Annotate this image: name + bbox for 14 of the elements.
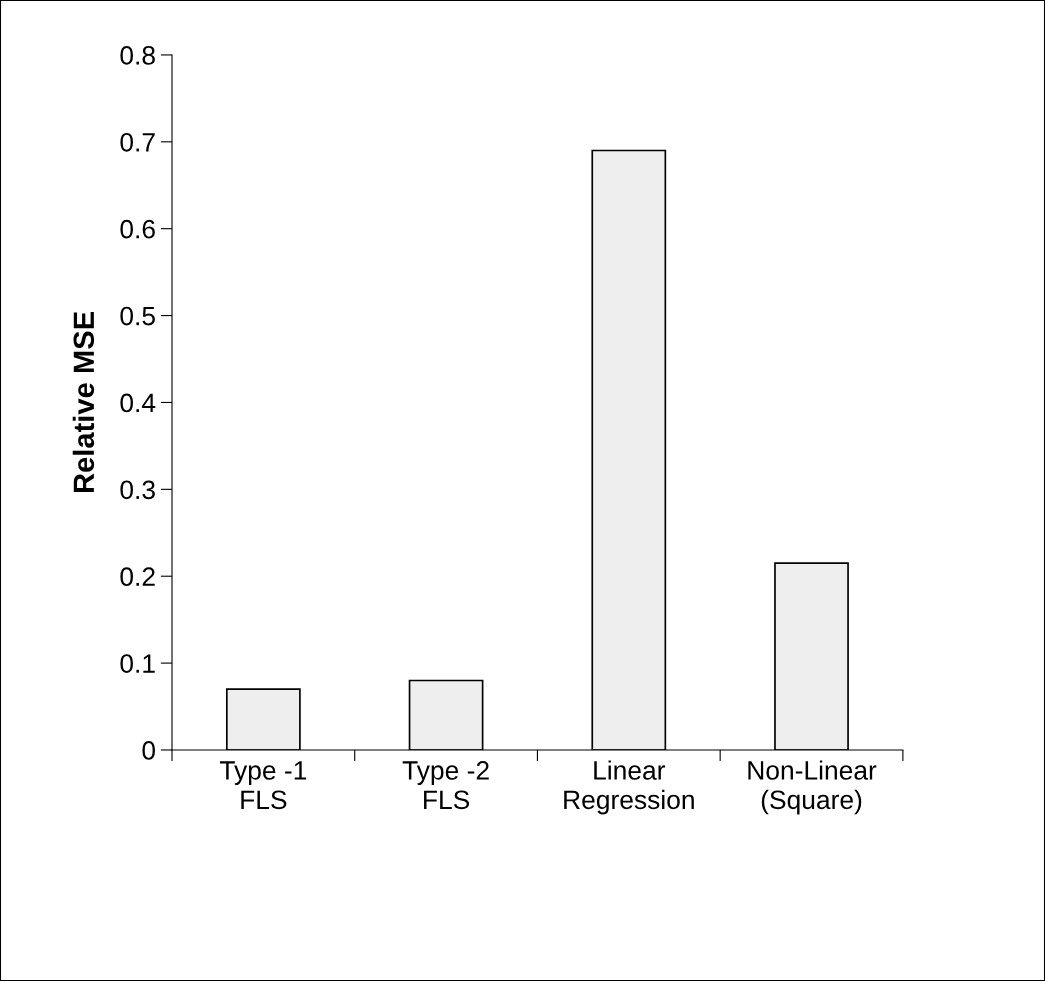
y-tick-label: 0 <box>142 741 155 760</box>
y-tick-label: 0.5 <box>120 306 155 326</box>
y-tick-label: 0.6 <box>120 219 155 239</box>
y-tick-label: 0.7 <box>120 132 155 152</box>
x-tick-label: Non-Linear (Square) <box>748 760 877 815</box>
x-tick-label: Type -1 FLS <box>219 761 307 810</box>
y-tick-label: 0.1 <box>120 654 155 673</box>
y-axis-title: Relative MSE <box>72 312 95 493</box>
y-tick-label: 0.4 <box>120 393 156 413</box>
y-tick-label: 0.3 <box>120 480 155 500</box>
y-tick-label: 0.8 <box>120 46 155 65</box>
y-tick-label: 0.2 <box>120 567 155 587</box>
x-tick-label: Type -2 FLS <box>402 761 489 810</box>
x-tick-label: Linear Regression <box>564 760 694 815</box>
